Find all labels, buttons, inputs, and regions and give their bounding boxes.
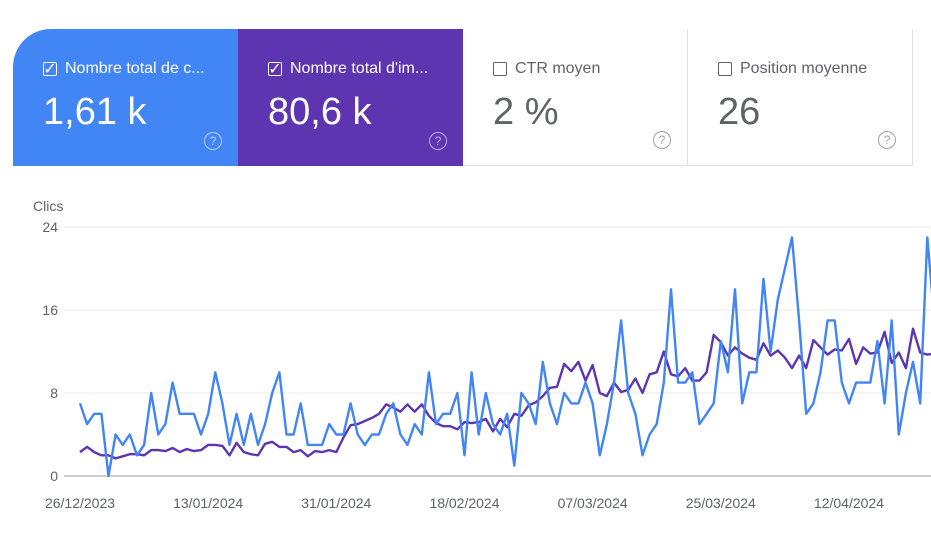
- impressions-series-line: [79, 327, 931, 460]
- metric-label: Nombre total de c...: [65, 60, 205, 77]
- x-tick-label: 26/12/2023: [45, 495, 115, 511]
- y-tick-label: 0: [50, 468, 58, 484]
- checkbox-checked-icon[interactable]: ✓: [43, 61, 57, 78]
- checkbox-checked-icon[interactable]: ✓: [268, 61, 282, 78]
- metric-label: Position moyenne: [740, 60, 868, 77]
- help-icon[interactable]: ?: [204, 132, 222, 150]
- metric-card-clicks[interactable]: ✓ Nombre total de c... 1,61 k ?: [13, 29, 238, 166]
- y-tick-label: 24: [42, 219, 58, 235]
- checkbox-unchecked-icon[interactable]: [718, 62, 732, 76]
- x-tick-label: 12/04/2024: [814, 495, 884, 511]
- metric-card-position[interactable]: Position moyenne 26 ?: [688, 29, 913, 166]
- x-tick-label: 13/01/2024: [173, 495, 243, 511]
- x-tick-label: 18/02/2024: [429, 495, 499, 511]
- help-icon[interactable]: ?: [878, 131, 896, 149]
- clicks-series-line: [78, 236, 931, 478]
- metric-value: 2 %: [493, 91, 559, 133]
- metric-label: Nombre total d'im...: [290, 60, 429, 77]
- metric-card-ctr[interactable]: CTR moyen 2 % ?: [463, 29, 688, 166]
- y-tick-label: 8: [50, 385, 58, 401]
- metric-value: 1,61 k: [43, 91, 147, 133]
- metric-value: 80,6 k: [268, 91, 372, 133]
- y-axis-label: Clics: [33, 198, 63, 214]
- x-tick-label: 31/01/2024: [301, 495, 371, 511]
- help-icon[interactable]: ?: [653, 131, 671, 149]
- metric-card-impressions[interactable]: ✓ Nombre total d'im... 80,6 k ?: [238, 29, 463, 166]
- metric-value: 26: [718, 91, 761, 133]
- y-tick-label: 16: [42, 302, 58, 318]
- x-tick-label: 07/03/2024: [558, 495, 628, 511]
- checkbox-unchecked-icon[interactable]: [493, 62, 507, 76]
- metric-label: CTR moyen: [515, 60, 601, 77]
- help-icon[interactable]: ?: [429, 132, 447, 150]
- x-tick-label: 25/03/2024: [686, 495, 756, 511]
